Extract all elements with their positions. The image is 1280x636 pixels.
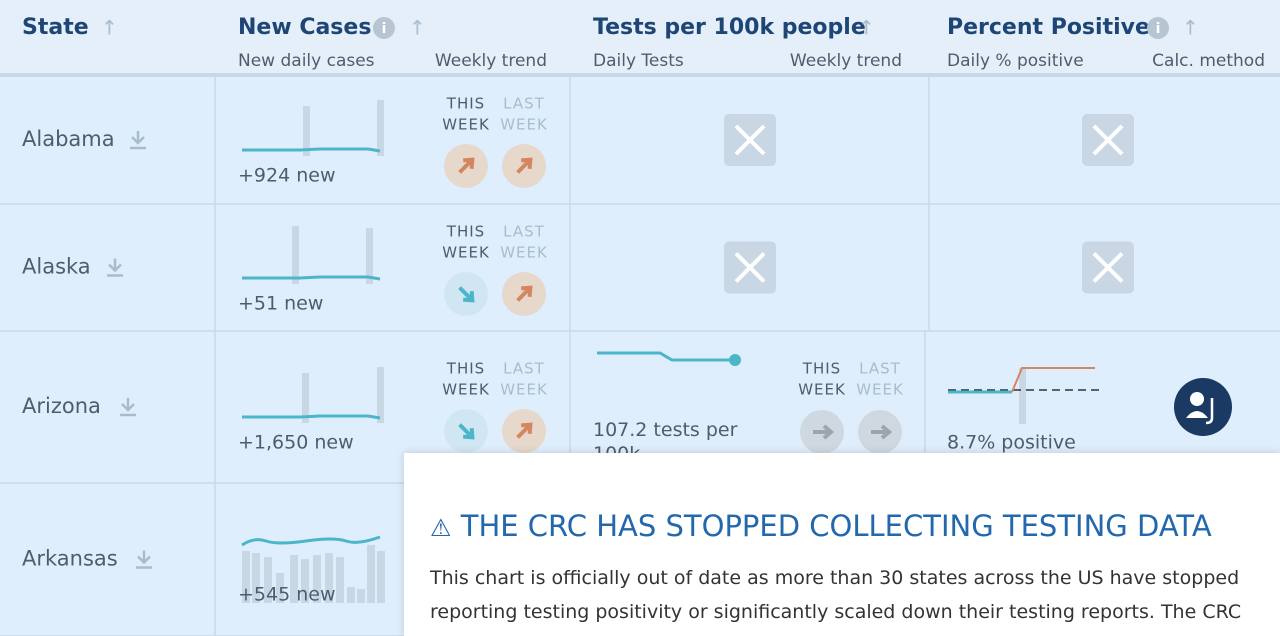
trend-label: WEEK [500, 381, 548, 399]
download-icon [120, 398, 136, 417]
tests-header[interactable]: Tests per 100k people [593, 15, 866, 40]
info-i: i [382, 21, 387, 37]
spark-bar [367, 545, 375, 603]
header-bg [0, 0, 1280, 76]
no-data-x [1092, 124, 1124, 156]
trend-label: LAST [503, 95, 545, 113]
spark-bar [264, 557, 272, 603]
sparkline [241, 535, 381, 547]
positive-line [1011, 367, 1095, 393]
trend-label: THIS [446, 223, 485, 241]
info-icon[interactable] [373, 17, 395, 39]
trend-label: LAST [503, 360, 545, 378]
trend-label: WEEK [442, 116, 490, 134]
spark-bar [242, 551, 250, 603]
spark-bar [313, 555, 321, 603]
trend-arrow [458, 423, 475, 440]
sparkline [242, 275, 381, 281]
no-data-x [734, 124, 766, 156]
subheader: New daily cases [238, 51, 375, 71]
state-name: Arkansas [22, 547, 118, 571]
spark-bar [377, 100, 384, 156]
sort-icon[interactable]: ↑ [409, 16, 426, 40]
sparkline [242, 414, 381, 420]
subheader: Weekly trend [790, 51, 902, 71]
trend-arrow [516, 285, 533, 302]
trend-arrow [813, 424, 835, 440]
subheader: Calc. method [1152, 51, 1265, 71]
trend-label: WEEK [500, 244, 548, 262]
notice-title-text: THE CRC HAS STOPPED COLLECTING TESTING D… [460, 509, 1212, 543]
trend-label: WEEK [500, 116, 548, 134]
cases-header[interactable]: New Cases [238, 15, 371, 40]
positive-text: 8.7% positive [947, 432, 1076, 454]
no-data-x [1092, 252, 1124, 283]
spark-bar [377, 551, 385, 603]
spark-bar [325, 553, 333, 603]
no-data-x [734, 252, 766, 283]
spark-bar [252, 553, 260, 603]
trend-arrow [458, 286, 475, 303]
spark-bar [336, 557, 344, 603]
trend-arrow [871, 424, 893, 440]
trend-arrow [516, 422, 533, 439]
trend-label: WEEK [442, 381, 490, 399]
sparkline [242, 147, 381, 153]
state-name: Alaska [22, 255, 91, 279]
trend-label: THIS [802, 360, 841, 378]
notice-title: ⚠ THE CRC HAS STOPPED COLLECTING TESTING… [430, 509, 1212, 543]
subheader: Daily Tests [593, 51, 684, 71]
trend-label: THIS [446, 360, 485, 378]
new-cases: +51 new [238, 293, 323, 315]
trend-label: WEEK [856, 381, 904, 399]
trend-label: WEEK [442, 244, 490, 262]
spark-bar [290, 555, 298, 603]
sort-icon[interactable]: ↑ [858, 16, 875, 40]
notice-body: This chart is officially out of date as … [430, 567, 1242, 623]
spark-bar [377, 367, 384, 423]
sort-icon[interactable]: ↑ [1182, 16, 1199, 40]
spark-bar [301, 559, 309, 603]
trend-label: WEEK [798, 381, 846, 399]
trend-label: THIS [446, 95, 485, 113]
spark-bar [347, 587, 355, 603]
download-icon [107, 258, 123, 277]
new-cases: +545 new [238, 584, 336, 606]
spark-bar [302, 373, 309, 423]
new-cases: +1,650 new [238, 432, 354, 454]
info-icon[interactable] [1147, 17, 1169, 39]
download-icon [130, 131, 146, 150]
notice-panel: ⚠ THE CRC HAS STOPPED COLLECTING TESTING… [404, 453, 1280, 636]
new-cases: +924 new [238, 165, 336, 187]
spark-bar [303, 106, 310, 156]
tests-line [597, 351, 735, 362]
subheader: Weekly trend [435, 51, 547, 71]
spark-bar [1019, 368, 1026, 424]
trend-label: LAST [859, 360, 901, 378]
download-icon [136, 550, 152, 569]
state-name: Alabama [22, 127, 115, 151]
state-name: Arizona [22, 394, 101, 418]
spark-bar [276, 573, 284, 603]
header-border [0, 73, 1280, 77]
state-header[interactable]: State [22, 15, 89, 40]
sort-icon[interactable]: ↑ [101, 16, 118, 40]
trend-arrow [516, 157, 533, 174]
info-i: i [1156, 21, 1161, 37]
spark-bar [366, 228, 373, 284]
spark-bar [357, 589, 365, 603]
positive-header[interactable]: Percent Positive [947, 15, 1150, 40]
trend-arrow [458, 157, 475, 174]
trend-label: LAST [503, 223, 545, 241]
spark-bar [292, 226, 299, 284]
subheader: Daily % positive [947, 51, 1084, 71]
tests-dot [729, 354, 741, 366]
